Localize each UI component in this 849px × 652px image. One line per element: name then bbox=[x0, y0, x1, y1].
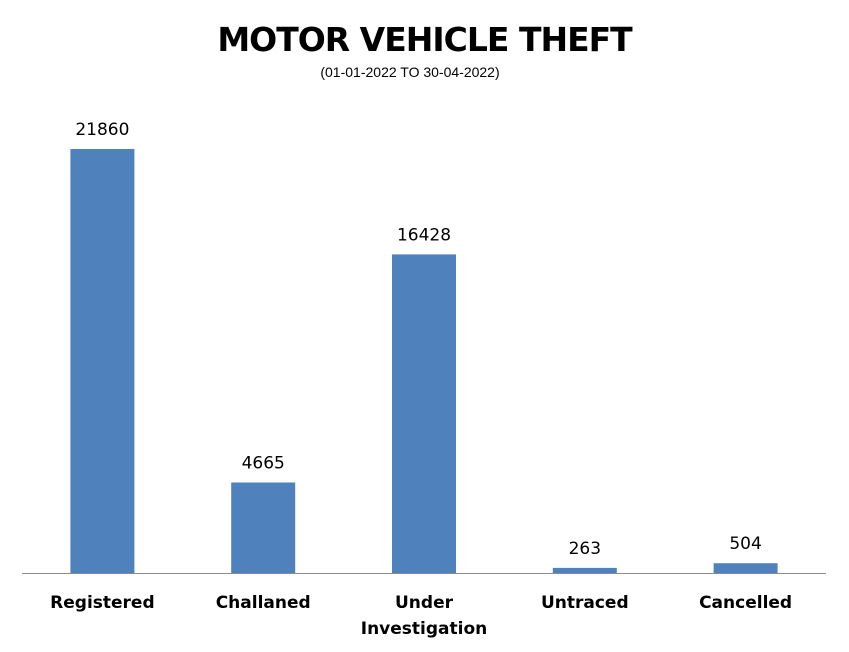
category-label: Under bbox=[395, 593, 454, 613]
bar bbox=[70, 149, 135, 573]
data-label: 504 bbox=[729, 534, 761, 554]
data-label: 4665 bbox=[242, 454, 285, 474]
bar bbox=[713, 563, 778, 573]
category-label: Cancelled bbox=[699, 593, 792, 613]
chart-title: MOTOR VEHICLE THEFT bbox=[217, 20, 632, 59]
category-label: Registered bbox=[50, 593, 154, 613]
bar bbox=[392, 254, 456, 573]
chart-subtitle: (01-01-2022 TO 30-04-2022) bbox=[320, 64, 500, 80]
data-label: 16428 bbox=[397, 225, 451, 245]
bar bbox=[552, 567, 617, 573]
data-label: 263 bbox=[569, 539, 601, 559]
category-label: Challaned bbox=[216, 593, 311, 613]
bar bbox=[231, 482, 296, 573]
category-label: Untraced bbox=[541, 593, 629, 613]
data-label: 21860 bbox=[75, 120, 129, 140]
category-label: Investigation bbox=[361, 619, 488, 639]
